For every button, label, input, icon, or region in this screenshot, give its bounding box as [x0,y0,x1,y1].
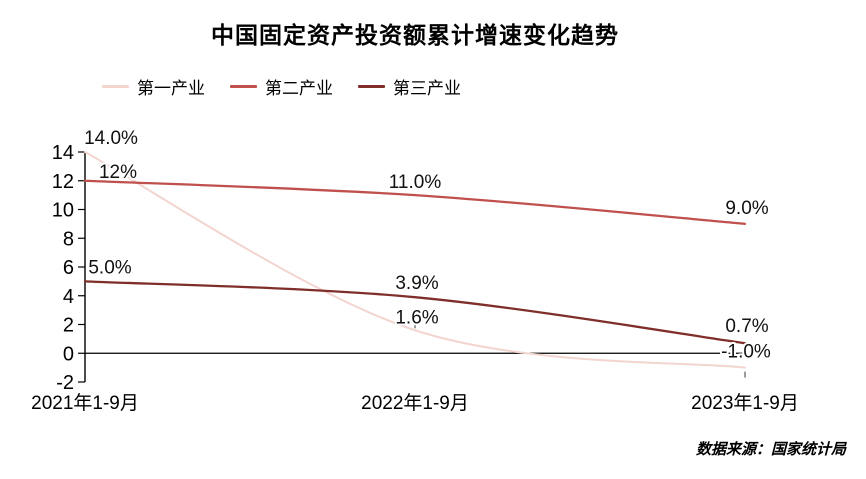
data-label-第二产业: 11.0% [389,172,442,193]
y-tick-label: 0 [63,343,74,365]
legend-swatch-icon [102,85,129,88]
legend-item-1: 第一产业 [102,74,205,99]
y-tick-label: 8 [63,228,74,250]
x-category-label: 2023年1-9月 [691,392,799,414]
legend-swatch-icon [230,85,257,88]
data-label-第二产业: 12% [99,162,137,183]
data-label-第三产业: 5.0% [88,257,131,278]
y-tick-label: 4 [63,286,74,308]
data-label-第三产业: 3.9% [395,273,438,294]
legend-label: 第一产业 [137,79,205,98]
y-tick-label: 10 [52,200,74,222]
y-tick-label: 14 [52,142,74,164]
y-tick-label: 6 [63,257,74,279]
legend-swatch-icon [358,85,385,88]
data-label-第一产业: 1.6% [395,307,438,328]
series-line-第三产业 [83,280,747,345]
data-label-第三产业: 0.7% [725,316,768,337]
legend: 第一产业 第二产业 第三产业 [102,74,461,99]
y-tick-label: 12 [52,171,74,193]
x-category-label: 2022年1-9月 [361,392,469,414]
legend-item-2: 第二产业 [230,74,333,99]
x-category-label: 2021年1-9月 [31,392,139,414]
data-label-第一产业: 14.0% [84,128,138,149]
series-line-第一产业 [84,151,746,369]
legend-item-3: 第三产业 [358,74,461,99]
series-line-第二产业 [83,179,747,226]
chart-title: 中国固定资产投资额累计增速变化趋势 [211,23,619,48]
legend-label: 第二产业 [265,79,333,98]
y-tick-label: 2 [63,315,74,337]
data-label-第一产业: -1.0% [721,342,771,363]
data-label-第二产业: 9.0% [725,198,768,219]
y-tick-label: -2 [56,372,74,394]
source-note: 数据来源：国家统计局 [695,442,846,458]
legend-label: 第三产业 [393,79,461,98]
